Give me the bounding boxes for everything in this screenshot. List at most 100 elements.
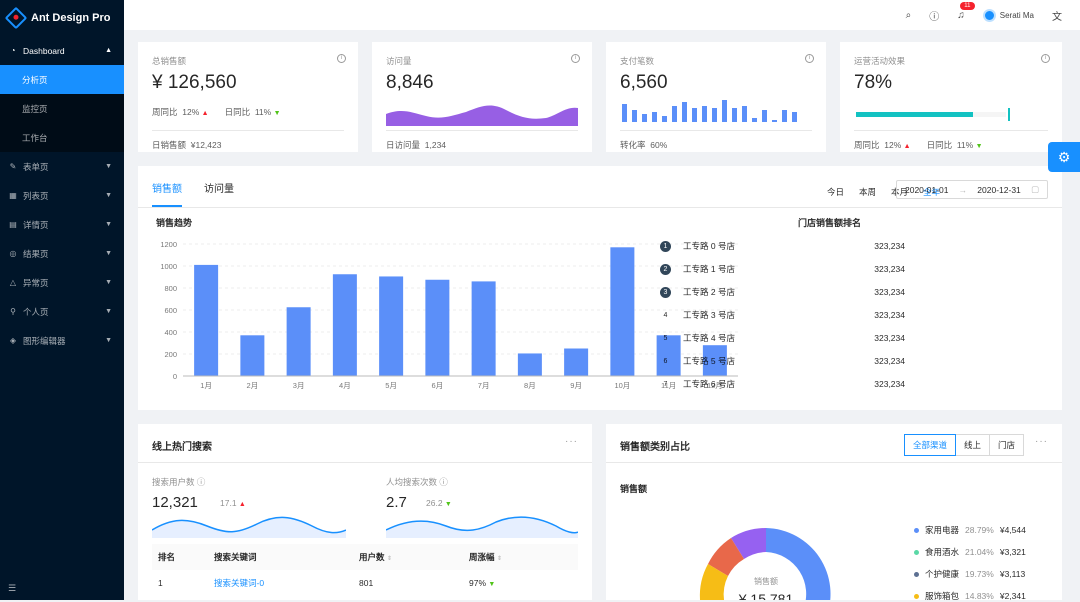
legend-value: ¥4,544 xyxy=(999,525,1026,535)
question-circle-icon[interactable]: ⓘ xyxy=(929,11,940,23)
tab-visits[interactable]: 访问量 xyxy=(204,184,234,195)
segment-stores[interactable]: 门店 xyxy=(988,434,1024,456)
search-users-rate: 17.1 xyxy=(220,498,237,508)
legend-dot xyxy=(914,571,919,577)
menu-monitor[interactable]: 监控页 xyxy=(0,94,124,123)
menu-list[interactable]: ▦ 列表页 ▼ xyxy=(0,181,124,210)
ellipsis-icon[interactable]: ··· xyxy=(565,436,578,447)
menu-analysis[interactable]: 分析页 xyxy=(0,65,124,94)
card-title: 线上热门搜索 xyxy=(152,442,212,453)
x-tick-label: 2月 xyxy=(247,381,259,390)
menu-fold-icon[interactable]: ☰ xyxy=(8,583,17,593)
bar[interactable] xyxy=(240,335,265,376)
search-users-label: 搜索用户数 xyxy=(152,477,195,487)
date-end: 2020-12-31 xyxy=(977,184,1021,195)
store-name: 工专路 0 号店 xyxy=(683,241,735,251)
x-tick-label: 8月 xyxy=(524,381,536,390)
info-icon[interactable]: i xyxy=(571,54,580,63)
tab-sales[interactable]: 销售额 xyxy=(152,180,182,207)
chevron-down-icon: ▼ xyxy=(105,192,112,199)
range-week[interactable]: 本周 xyxy=(858,187,876,197)
date-range-picker[interactable]: 2020-01-01 → 2020-12-31 ▢ xyxy=(896,180,1048,199)
logo[interactable]: Ant Design Pro xyxy=(0,0,124,36)
menu-dashboard[interactable]: ◔ Dashboard ▲ xyxy=(0,36,124,65)
segment-all[interactable]: 全部渠道 xyxy=(903,434,956,456)
bar[interactable] xyxy=(610,247,635,376)
gear-icon: ⚙ xyxy=(1057,148,1071,165)
menu-account[interactable]: ⚲ 个人页 ▼ xyxy=(0,297,124,326)
rank-number: 1 xyxy=(660,240,671,252)
y-tick-label: 800 xyxy=(164,284,177,293)
range-year[interactable]: 全年 xyxy=(922,187,940,197)
chevron-down-icon: ▼ xyxy=(105,221,112,228)
bar[interactable] xyxy=(379,276,404,376)
cell-range: 97% ▼ xyxy=(469,578,578,588)
footer-value: ¥12,423 xyxy=(190,140,222,150)
menu-workplace[interactable]: 工作台 xyxy=(0,123,124,152)
info-icon[interactable]: i xyxy=(337,54,346,63)
tab-divider xyxy=(138,207,1062,208)
store-name: 工专路 6 号店 xyxy=(683,379,735,389)
col-range[interactable]: 周涨幅 ⇕ xyxy=(469,551,578,563)
legend-value: ¥3,321 xyxy=(999,547,1026,557)
translate-icon[interactable]: 文 xyxy=(1052,11,1062,23)
info-icon[interactable]: ⓘ xyxy=(439,477,448,487)
bar[interactable] xyxy=(332,274,357,376)
legend-item[interactable]: 家用电器 28.79% ¥4,544 xyxy=(914,524,1026,536)
col-users[interactable]: 用户数 ⇕ xyxy=(359,551,469,563)
table-icon: ▦ xyxy=(9,191,17,200)
legend-name: 个护健康 xyxy=(925,569,960,579)
menu-editor[interactable]: ◈ 图形编辑器 ▼ xyxy=(0,326,124,355)
menu-profile[interactable]: ▤ 详情页 ▼ xyxy=(0,210,124,239)
bar[interactable] xyxy=(564,348,589,377)
setting-drawer-button[interactable]: ⚙ xyxy=(1048,142,1080,172)
bar[interactable] xyxy=(425,279,450,376)
menu-label: 详情页 xyxy=(23,219,49,230)
trend-label: 周同比 xyxy=(152,107,178,117)
legend-percent: 14.83% xyxy=(965,591,994,601)
range-month[interactable]: 本月 xyxy=(890,187,908,197)
bar[interactable] xyxy=(656,335,681,376)
stat-footer: 转化率 60% xyxy=(620,130,812,151)
bar[interactable] xyxy=(286,307,311,376)
rank-number: 7 xyxy=(663,380,668,388)
menu-label: 图形编辑器 xyxy=(23,335,66,346)
info-icon[interactable]: i xyxy=(1041,54,1050,63)
range-today[interactable]: 今日 xyxy=(826,187,844,197)
bell-icon[interactable]: ♫ 11 xyxy=(957,1,975,21)
menu-exception[interactable]: △ 异常页 ▼ xyxy=(0,268,124,297)
user-menu[interactable]: Serati Ma xyxy=(982,8,1034,22)
ellipsis-icon[interactable]: ··· xyxy=(1035,436,1048,447)
stat-card-visits: 访问量 i 8,846 日访问量 1,234 xyxy=(372,42,592,152)
legend-item[interactable]: 食用酒水 21.04% ¥3,321 xyxy=(914,546,1026,558)
ranking-item: 1 工专路 0 号店 323,234 xyxy=(660,240,905,252)
trend-value: 12% xyxy=(182,107,200,117)
table-row: 1 搜索关键词-0 801 97% ▼ xyxy=(152,570,578,596)
y-tick-label: 1200 xyxy=(160,240,177,249)
legend-item[interactable]: 服饰箱包 14.83% ¥2,341 xyxy=(914,590,1026,602)
menu-form[interactable]: ✎ 表单页 ▼ xyxy=(0,152,124,181)
donut-value: ¥ 15,781 xyxy=(738,591,794,600)
legend-item[interactable]: 个护健康 19.73% ¥3,113 xyxy=(914,568,1025,580)
category-donut-chart: 销售额 ¥ 15,781 xyxy=(699,527,831,600)
segment-online[interactable]: 线上 xyxy=(954,434,990,456)
search-avg-label-wrap: 人均搜索次数 ⓘ xyxy=(386,476,448,488)
chevron-down-icon: ▼ xyxy=(105,163,112,170)
global-header: ⌕ ⓘ ♫ 11 Serati Ma 文 xyxy=(124,0,1080,30)
bar[interactable] xyxy=(194,264,219,376)
cell-keyword-link[interactable]: 搜索关键词-0 xyxy=(214,578,265,588)
search-icon[interactable]: ⌕ xyxy=(905,9,912,21)
ranking-item: 7 工专路 6 号店 323,234 xyxy=(660,378,905,390)
bar[interactable] xyxy=(471,281,496,376)
info-icon[interactable]: i xyxy=(805,54,814,63)
chevron-down-icon: ▼ xyxy=(105,279,112,286)
legend-value: ¥2,341 xyxy=(999,591,1026,601)
bar[interactable] xyxy=(702,345,727,376)
y-tick-label: 200 xyxy=(164,350,177,359)
payments-mini-bar xyxy=(622,100,797,122)
menu-result[interactable]: ◎ 结果页 ▼ xyxy=(0,239,124,268)
info-icon[interactable]: ⓘ xyxy=(196,477,206,487)
y-tick-label: 600 xyxy=(164,306,177,315)
caret-up-icon: ▲ xyxy=(238,501,246,508)
bar[interactable] xyxy=(517,353,542,376)
